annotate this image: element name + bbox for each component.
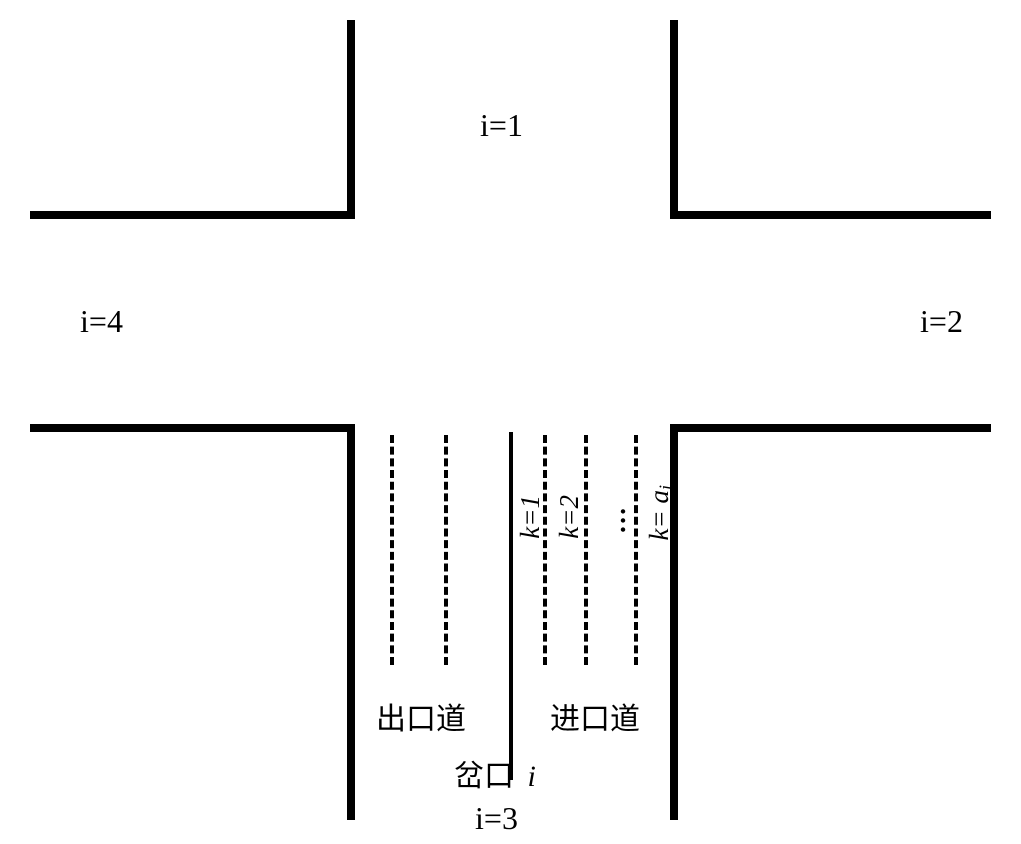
lane-ka-label: k= ai — [644, 485, 676, 540]
exit-lane-cn-label: 出口道 — [376, 694, 466, 738]
label-right: i=2 — [920, 303, 963, 340]
entry-lane-dashed-3 — [634, 435, 638, 665]
entry-lane-cn-label: 进口道 — [550, 694, 640, 738]
entry-lane-dashed-1 — [543, 435, 547, 665]
top-left-vertical — [347, 20, 355, 219]
left-top-horizontal — [30, 211, 355, 219]
label-bottom: i=3 — [475, 800, 518, 837]
lane-ellipsis: … — [601, 505, 632, 534]
right-top-horizontal — [670, 211, 991, 219]
left-bottom-horizontal — [30, 424, 355, 432]
label-left: i=4 — [80, 303, 123, 340]
top-right-vertical — [670, 20, 678, 219]
lane-k2-label: k=2 — [554, 495, 585, 539]
lane-ka-text: k= a — [644, 490, 674, 540]
lane-k1-label: k=1 — [515, 495, 546, 539]
right-bottom-horizontal — [670, 424, 991, 432]
exit-lane-dashed-2 — [444, 435, 448, 665]
center-divider — [509, 432, 513, 780]
bottom-right-vertical — [670, 424, 678, 820]
branch-var: i — [528, 760, 536, 793]
exit-lane-dashed-1 — [390, 435, 394, 665]
intersection-diagram: i=1 i=2 i=4 i=3 k=1 k=2 … k= ai 出口道 进口道 … — [0, 0, 1021, 844]
label-top: i=1 — [480, 107, 523, 144]
branch-cn-label: 岔口 i — [454, 751, 536, 795]
bottom-left-vertical — [347, 424, 355, 820]
branch-cn-text: 岔口 — [454, 760, 514, 793]
entry-lane-dashed-2 — [584, 435, 588, 665]
lane-ka-sub: i — [655, 485, 675, 490]
